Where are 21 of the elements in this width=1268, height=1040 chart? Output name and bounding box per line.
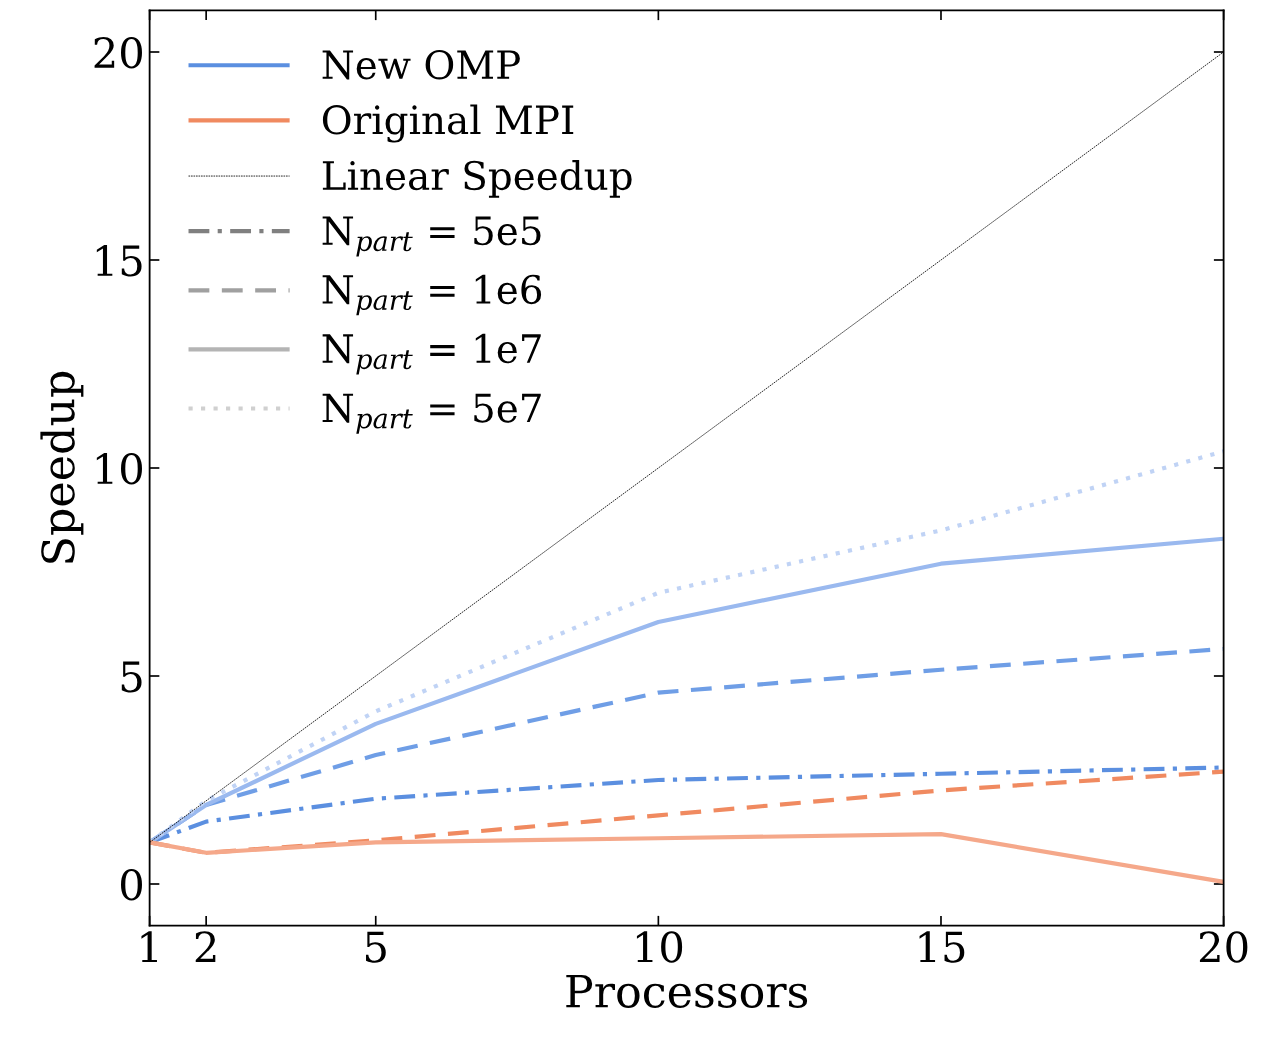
x-tick-label: 1 [141, 931, 157, 963]
legend-label: New OMP [322, 49, 520, 80]
x-axis-title: Processors [566, 974, 808, 1008]
x-tick-label: 10 [636, 931, 683, 963]
line-series [149, 831, 1224, 885]
x-tick-label: 2 [195, 931, 216, 963]
legend-label: N$_{part}$ = 5e5 [322, 216, 541, 257]
y-tick-label: 20 [94, 36, 142, 69]
legend-label: N$_{part}$ = 5e7 [322, 393, 541, 434]
y-tick-label: 5 [121, 661, 142, 693]
y-tick-label: 10 [96, 452, 142, 485]
y-tick-label: 15 [96, 244, 142, 277]
legend-label: N$_{part}$ = 1e7 [322, 333, 541, 375]
legend-label: N$_{part}$ = 1e6 [322, 274, 542, 316]
legend-label: Linear Speedup [322, 160, 632, 198]
y-tick-label: 0 [121, 868, 142, 901]
x-tick-label: 5 [366, 931, 386, 963]
x-tick-label: 15 [919, 931, 965, 963]
legend-label: Original MPI [322, 104, 574, 143]
y-axis-title: Speedup [40, 371, 84, 563]
x-tick-label: 20 [1199, 931, 1248, 963]
